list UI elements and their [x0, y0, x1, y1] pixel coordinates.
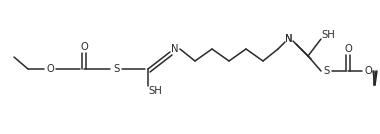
Text: N: N [285, 34, 293, 44]
Text: O: O [364, 66, 372, 76]
Text: SH: SH [321, 30, 335, 40]
Text: N: N [171, 44, 179, 54]
Text: SH: SH [148, 86, 162, 96]
Text: O: O [46, 64, 54, 74]
Text: O: O [344, 44, 352, 54]
Text: N: N [285, 34, 293, 44]
Text: S: S [323, 66, 329, 76]
Text: S: S [113, 64, 119, 74]
Text: O: O [80, 42, 88, 52]
